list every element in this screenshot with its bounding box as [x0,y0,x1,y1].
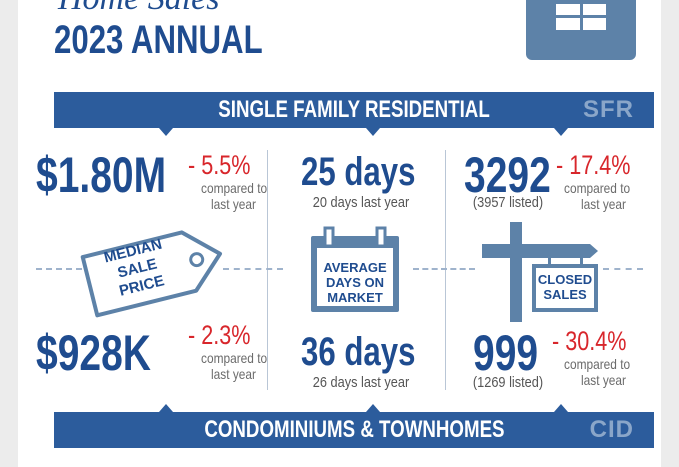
calendar-graphic [311,226,399,312]
infographic-card: Home Sales 2023 ANNUAL SINGLE FAMILY RES… [18,0,661,467]
cid-band: CONDOMINIUMS & TOWNHOMES CID [54,404,654,448]
signpost-graphic [482,222,598,322]
cid-price-note-2: last year [211,366,256,382]
sfr-price-note-1: compared to [201,180,268,196]
cid-days-on-market: 36 days [301,330,416,374]
sfr-closed-sales: 3292 [464,147,551,203]
price-tag-icon: MEDIAN SALE PRICE [80,222,230,318]
cid-band-notch-left [159,404,173,412]
sfr-price-change: - 5.5% [188,150,251,180]
column-divider-2 [445,150,446,390]
sfr-band-code: SFR [583,96,634,123]
sfr-sales-note-1: compared to [564,180,631,196]
house-window-icon [556,4,606,30]
sfr-band: SINGLE FAMILY RESIDENTIAL SFR [54,92,654,136]
sfr-band-label: SINGLE FAMILY RESIDENTIAL [218,96,490,123]
cid-price-change: - 2.3% [188,320,251,350]
dash-segment-1 [36,268,82,270]
dash-segment-3 [413,268,475,270]
cid-price-note-1: compared to [201,350,268,366]
cid-sales-change: - 30.4% [552,326,627,356]
cid-band-code: CID [589,416,634,443]
cid-band-notch-right [554,404,568,412]
signpost-icon: CLOSED SALES [482,218,602,322]
calendar-icon: AVERAGE DAYS ON MARKET [307,226,403,314]
average-days-on-market-label: AVERAGE DAYS ON MARKET [323,260,387,305]
dash-segment-2 [223,268,283,270]
cid-band-label: CONDOMINIUMS & TOWNHOMES [203,416,505,443]
sfr-dom-last-year: 20 days last year [312,194,410,211]
dash-segment-4 [603,268,643,270]
sfr-price-note-2: last year [211,196,256,212]
closed-sales-label: CLOSED SALES [537,272,593,302]
sfr-days-on-market: 25 days [301,150,416,194]
sfr-band-notch-left [159,128,173,136]
price-tag-graphic [80,230,223,318]
cid-band-notch-mid [366,404,380,412]
cid-listed-count: (1269 listed) [472,374,544,391]
sfr-band-notch-mid [366,128,380,136]
page-title: 2023 ANNUAL [54,18,263,62]
sfr-listed-count: (3957 listed) [472,194,544,211]
sfr-band-notch-right [554,128,568,136]
cid-closed-sales: 999 [473,325,539,381]
script-title: Home Sales [58,0,219,18]
sfr-sales-note-2: last year [581,196,626,212]
house-icon [526,0,636,60]
cid-median-price: $928K [36,325,151,381]
sfr-median-price: $1.80M [36,147,167,203]
column-divider-1 [267,150,268,390]
cid-dom-last-year: 26 days last year [312,374,410,391]
sfr-sales-change: - 17.4% [556,150,631,180]
cid-sales-note-2: last year [581,372,626,388]
cid-sales-note-1: compared to [564,356,631,372]
